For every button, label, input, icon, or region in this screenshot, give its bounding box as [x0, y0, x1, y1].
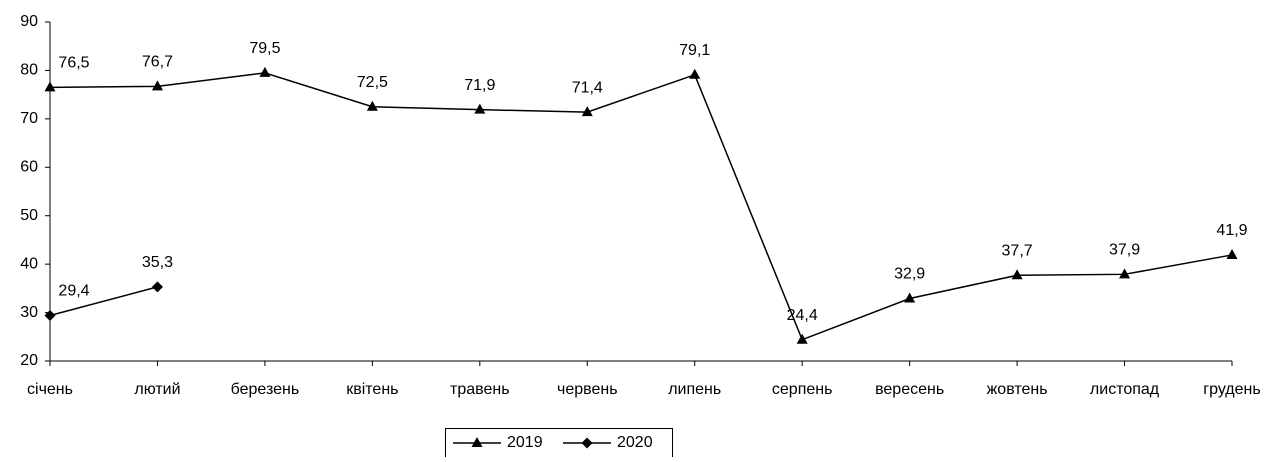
data-label: 35,3 — [142, 254, 173, 271]
data-label: 71,4 — [572, 79, 603, 96]
data-point — [1011, 269, 1023, 280]
data-label: 24,4 — [787, 307, 818, 324]
data-point — [1226, 248, 1238, 259]
y-tick-label: 50 — [20, 207, 38, 224]
data-label: 41,9 — [1216, 222, 1247, 239]
data-point — [44, 81, 56, 92]
data-point — [366, 100, 378, 111]
y-tick-label: 60 — [20, 159, 38, 176]
data-point — [1119, 268, 1131, 279]
data-point — [259, 66, 271, 77]
x-tick-label: лютий — [134, 381, 180, 398]
y-tick-label: 20 — [20, 352, 38, 369]
data-point — [796, 333, 808, 344]
x-tick-label: березень — [231, 381, 300, 398]
y-tick-label: 70 — [20, 110, 38, 127]
legend-marker — [581, 437, 593, 449]
data-label: 71,9 — [464, 77, 495, 94]
data-label: 79,5 — [249, 40, 280, 57]
data-point — [151, 80, 163, 91]
data-label: 76,5 — [58, 55, 89, 72]
series-line — [49, 286, 158, 317]
x-tick-label: вересень — [875, 381, 944, 398]
y-tick-label: 40 — [20, 255, 38, 272]
x-tick-label: січень — [27, 381, 73, 398]
data-point — [44, 309, 56, 321]
x-tick-label: серпень — [772, 381, 833, 398]
data-label: 79,1 — [679, 42, 710, 59]
data-label: 32,9 — [894, 266, 925, 283]
data-point — [151, 281, 163, 293]
x-tick-label: травень — [450, 381, 510, 398]
x-tick-label: червень — [557, 381, 618, 398]
data-label: 72,5 — [357, 74, 388, 91]
data-label: 76,7 — [142, 54, 173, 71]
series-line — [49, 72, 1233, 341]
data-label: 29,4 — [58, 283, 89, 300]
data-point — [581, 106, 593, 117]
legend-label: 2019 — [507, 434, 543, 451]
y-tick-label: 30 — [20, 304, 38, 321]
legend-label: 2020 — [617, 434, 653, 451]
x-tick-label: квітень — [346, 381, 398, 398]
x-tick-label: жовтень — [987, 381, 1048, 398]
y-tick-label: 90 — [20, 13, 38, 30]
data-point — [689, 68, 701, 79]
data-point — [904, 292, 916, 303]
x-tick-label: липень — [668, 381, 721, 398]
x-tick-label: листопад — [1090, 381, 1160, 398]
data-label: 37,9 — [1109, 242, 1140, 259]
data-label: 37,7 — [1002, 243, 1033, 260]
data-point — [474, 103, 486, 114]
legend-marker — [471, 437, 483, 447]
y-tick-label: 80 — [20, 62, 38, 79]
x-tick-label: грудень — [1203, 381, 1260, 398]
